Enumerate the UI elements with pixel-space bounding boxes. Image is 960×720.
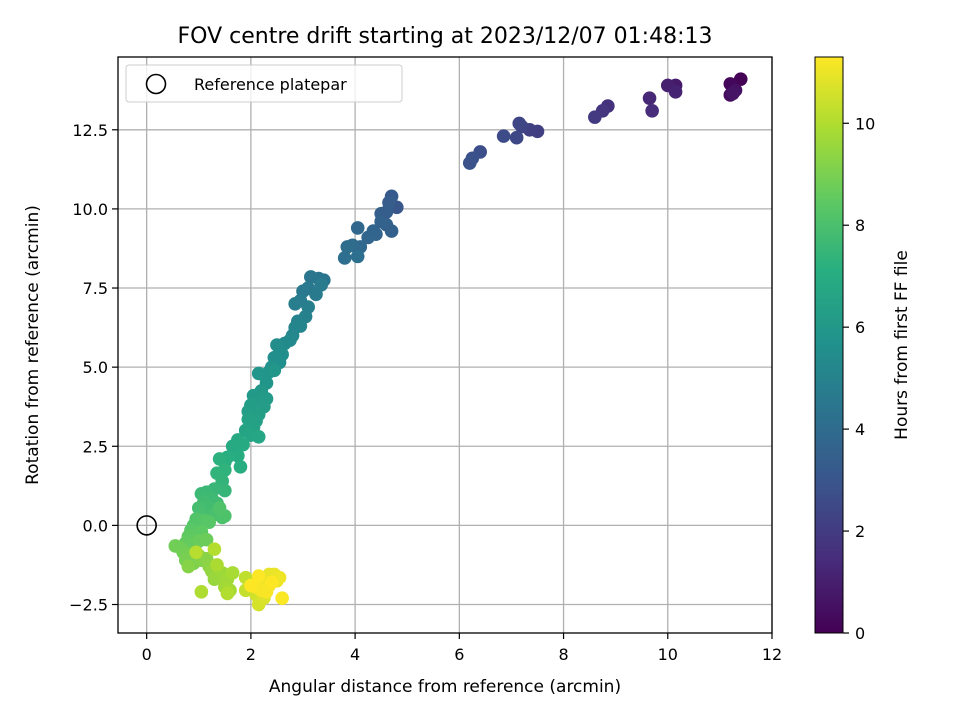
data-point <box>225 566 240 580</box>
y-axis-label: Rotation from reference (arcmin) <box>23 205 43 485</box>
data-point <box>244 578 258 593</box>
data-point <box>233 460 248 474</box>
data-point <box>210 558 224 572</box>
y-tick-label: 7.5 <box>83 279 108 298</box>
y-tick-label: 0.0 <box>83 516 108 535</box>
data-point <box>726 86 740 101</box>
data-point <box>202 515 216 530</box>
data-point <box>384 224 399 238</box>
data-point <box>350 249 365 264</box>
x-tick-label: 0 <box>142 645 152 664</box>
data-point <box>512 116 527 131</box>
y-tick-label: −2.5 <box>69 596 108 615</box>
x-tick-label: 10 <box>658 645 678 664</box>
data-point <box>207 542 222 556</box>
legend-entry-reference: Reference platepar <box>194 75 347 94</box>
data-point <box>379 205 394 219</box>
grid <box>118 57 773 633</box>
data-point <box>220 586 235 601</box>
x-tick-label: 2 <box>246 645 256 664</box>
colorbar-gradient <box>814 56 844 634</box>
y-tick-label: 12.5 <box>72 121 108 140</box>
y-axis-ticks: −2.5 0.0 2.5 5.0 7.5 10.0 12.5 <box>69 121 118 615</box>
data-points <box>168 72 748 612</box>
colorbar-tick-label: 8 <box>855 216 865 235</box>
data-point <box>340 240 355 254</box>
colorbar-tick-label: 0 <box>855 624 865 643</box>
data-point <box>189 545 203 560</box>
data-point <box>350 221 365 235</box>
x-tick-label: 4 <box>350 645 360 664</box>
data-point <box>293 319 308 333</box>
plot-frame <box>117 56 773 634</box>
data-point <box>588 110 602 124</box>
data-point <box>288 297 302 311</box>
data-point <box>509 130 524 145</box>
data-point <box>236 437 250 452</box>
data-point <box>733 72 748 86</box>
data-point <box>366 224 381 238</box>
legend-box <box>125 64 403 103</box>
data-point <box>251 569 266 583</box>
data-point <box>181 559 196 574</box>
colorbar-tick-label: 6 <box>855 318 865 337</box>
data-point <box>231 448 245 463</box>
data-point <box>337 251 352 265</box>
y-tick-label: 2.5 <box>83 437 108 456</box>
data-point <box>251 429 266 444</box>
data-point <box>199 532 214 547</box>
colorbar-tick-label: 2 <box>855 522 865 541</box>
chart-title: FOV centre drift starting at 2023/12/07 … <box>178 24 713 49</box>
colorbar-label: Hours from first FF file <box>892 250 912 440</box>
data-point <box>212 452 227 466</box>
y-tick-label: 5.0 <box>83 358 108 377</box>
x-tick-label: 8 <box>558 645 568 664</box>
data-point <box>496 129 511 143</box>
data-point <box>264 575 279 590</box>
colorbar-ticks: 0 2 4 6 8 10 <box>843 114 875 643</box>
legend-marker-icon <box>145 73 167 95</box>
x-axis-ticks: 0 2 4 6 8 10 12 <box>142 633 782 664</box>
x-axis-label: Angular distance from reference (arcmin) <box>269 677 621 697</box>
colorbar: 0 2 4 6 8 10 Hours from first FF file <box>814 56 912 643</box>
data-point <box>645 104 659 118</box>
data-point <box>642 91 657 105</box>
x-tick-label: 6 <box>454 645 464 664</box>
colorbar-tick-label: 10 <box>855 114 875 133</box>
x-tick-label: 12 <box>762 645 782 664</box>
data-point <box>462 156 477 170</box>
y-tick-label: 10.0 <box>72 200 108 219</box>
data-point <box>267 363 282 378</box>
data-point <box>304 270 318 284</box>
data-point <box>194 585 209 599</box>
data-point <box>212 501 227 515</box>
data-point <box>218 483 232 498</box>
reference-point-marker <box>136 515 157 536</box>
data-point <box>275 591 289 605</box>
data-point <box>668 85 683 99</box>
data-point <box>314 278 329 292</box>
legend: Reference platepar <box>125 64 403 103</box>
data-point <box>251 366 266 381</box>
colorbar-tick-label: 4 <box>855 420 865 439</box>
